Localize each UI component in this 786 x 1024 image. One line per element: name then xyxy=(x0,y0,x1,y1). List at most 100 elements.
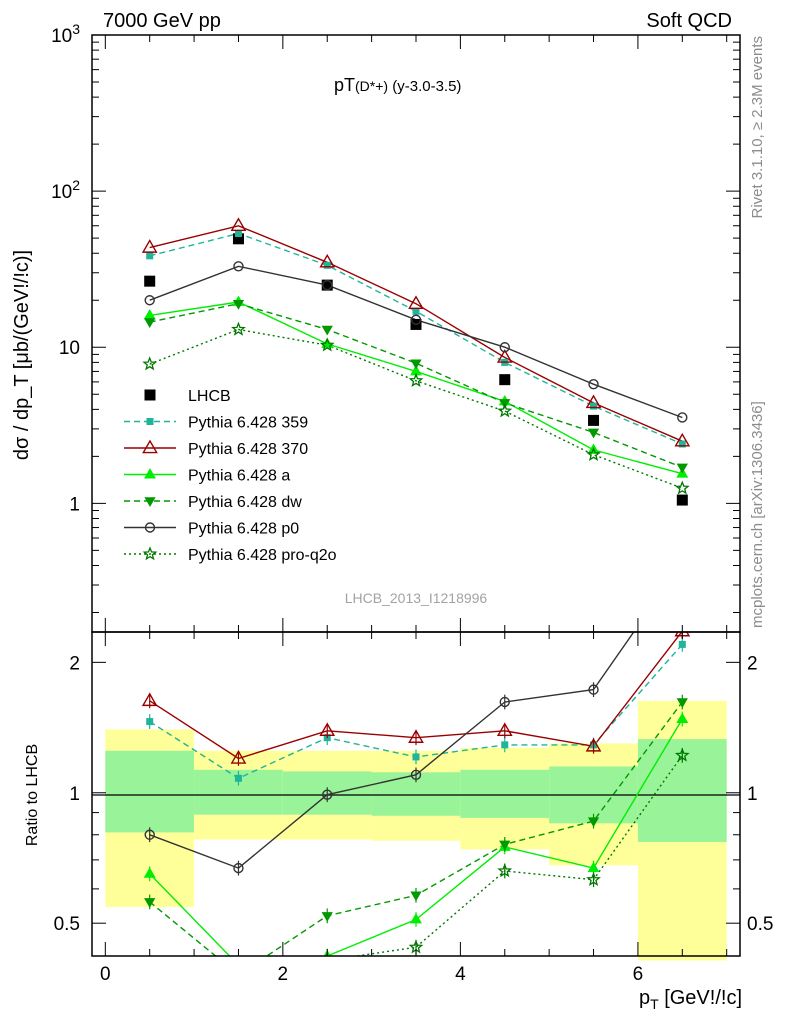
ratio-point-pythia-6-428-359-0 xyxy=(146,718,154,726)
point-pythia-6-428-p0-1 xyxy=(233,261,244,272)
ratio-point-pythia-6-428-359-3 xyxy=(412,753,420,761)
x-tick-label: 0 xyxy=(100,964,111,985)
point-lhcb-6 xyxy=(676,494,688,506)
legend-marker-pythia-6-428-370 xyxy=(142,439,158,454)
point-pythia-6-428-dw-3 xyxy=(410,359,422,370)
point-pythia-6-428-p0-5 xyxy=(588,378,599,390)
legend-marker-pythia-6-428-a xyxy=(144,468,156,479)
ratio-point-pythia-6-428-dw-5 xyxy=(587,817,600,828)
xlabel-p: p xyxy=(639,987,650,1009)
legend-marker-pythia-6-428-pro-q2o xyxy=(142,546,158,561)
ratio-point-pythia-6-428-dw-3 xyxy=(410,891,422,902)
ratio-point-pythia-6-428-dw-4 xyxy=(499,840,511,851)
legend-label-pythia-6-428-370: Pythia 6.428 370 xyxy=(188,441,308,458)
legend-marker-pythia-6-428-p0 xyxy=(144,522,156,533)
ratio-point-pythia-6-428-p0-3 xyxy=(410,769,422,781)
point-pythia-6-428-dw-0 xyxy=(144,318,156,329)
ratio-point-pythia-6-428-p0-2 xyxy=(322,789,333,800)
point-pythia-6-428-p0-3 xyxy=(410,314,422,325)
point-lhcb-4 xyxy=(499,374,511,386)
ratio-panel: 0.5 0.5 1 1 2 2 0 2 4 6 Ratio to LHCB pT [GeV!/!c… xyxy=(24,631,773,1024)
point-pythia-6-428-370-3 xyxy=(408,295,424,309)
ratio-point-pythia-6-428-359-4 xyxy=(501,741,509,749)
point-pythia-6-428-370-0 xyxy=(141,239,158,253)
xlabel-rest: [GeV!/!c] xyxy=(659,987,742,1009)
legend-marker-pythia-6-428-dw xyxy=(144,497,156,508)
ratio-point-pythia-6-428-a-3 xyxy=(410,913,422,924)
y-tick-label: 10 xyxy=(59,338,80,359)
ratio-point-pythia-6-428-pro-q2o-5 xyxy=(586,871,601,886)
point-pythia-6-428-359-3 xyxy=(412,307,420,315)
point-lhcb-0 xyxy=(144,275,156,287)
ratio-point-pythia-6-428-a-1 xyxy=(234,960,244,968)
legend-label-pythia-6-428-p0: Pythia 6.428 p0 xyxy=(188,521,299,538)
legend-label-pythia-6-428-pro-q2o: Pythia 6.428 pro-q2o xyxy=(188,547,337,564)
ratio-series-markers xyxy=(141,632,691,1024)
point-pythia-6-428-pro-q2o-1 xyxy=(231,321,246,336)
point-pythia-6-428-359-1 xyxy=(234,230,242,238)
legend-label-pythia-6-428-359: Pythia 6.428 359 xyxy=(188,415,308,432)
ratio-point-pythia-6-428-370-2 xyxy=(319,722,336,737)
point-pythia-6-428-370-1 xyxy=(230,217,247,232)
point-pythia-6-428-370-6 xyxy=(674,432,691,447)
point-pythia-6-428-359-2 xyxy=(323,261,331,269)
ratio-point-pythia-6-428-370-1 xyxy=(230,750,247,764)
point-pythia-6-428-pro-q2o-4 xyxy=(497,403,513,418)
ratio-point-pythia-6-428-dw-6 xyxy=(676,698,688,708)
ratio-point-pythia-6-428-dw-0 xyxy=(144,898,156,908)
watermark: LHCB_2013_I1218996 xyxy=(345,590,488,606)
legend-label-lhcb: LHCB xyxy=(188,388,231,405)
band-inner-4 xyxy=(460,769,550,818)
rivet-version-label: Rivet 3.1.10, ≥ 2.3M events xyxy=(749,36,766,219)
ratio-point-pythia-6-428-pro-q2o-6 xyxy=(674,747,690,762)
series-line-pythia-6-428-pro-q2o xyxy=(149,328,683,489)
point-pythia-6-428-359-6 xyxy=(678,440,686,448)
point-pythia-6-428-dw-1 xyxy=(232,299,245,310)
ratio-point-pythia-6-428-dw-2 xyxy=(321,912,333,922)
ratio-axis-ticks: 0.5 0.5 1 1 2 2 0 2 4 6 xyxy=(54,632,773,985)
point-pythia-6-428-359-5 xyxy=(590,402,598,410)
point-pythia-6-428-pro-q2o-2 xyxy=(319,337,335,352)
x-tick-label: 6 xyxy=(633,964,644,985)
ratio-point-pythia-6-428-359-1 xyxy=(234,774,242,782)
legend-marker-lhcb xyxy=(144,389,156,401)
ratio-point-pythia-6-428-p0-5 xyxy=(588,684,599,695)
point-lhcb-2 xyxy=(321,279,333,291)
ratio-y-tick-label-right: 1 xyxy=(747,784,758,805)
ratio-point-pythia-6-428-370-3 xyxy=(408,729,424,743)
tick-exponent: 3 xyxy=(72,21,80,37)
point-pythia-6-428-370-4 xyxy=(496,349,513,363)
ratio-point-pythia-6-428-370-5 xyxy=(585,737,602,752)
point-pythia-6-428-pro-q2o-0 xyxy=(142,356,158,371)
point-pythia-6-428-p0-6 xyxy=(677,412,688,423)
ratio-point-pythia-6-428-pro-q2o-4 xyxy=(497,863,513,878)
point-pythia-6-428-dw-6 xyxy=(676,463,688,474)
main-y-axis-label: dσ / dp_T [μb/(GeV!/!c)] xyxy=(11,250,33,460)
ratio-point-pythia-6-428-pro-q2o-0 xyxy=(144,1020,155,1024)
tick-base: 10 xyxy=(51,26,72,47)
main-chart-title: pT(D*+) (y-3.0-3.5) xyxy=(334,75,461,95)
mcplots-reference-label: mcplots.cern.ch [arXiv:1306.3436] xyxy=(749,401,766,628)
main-series-markers xyxy=(141,217,691,506)
tick-base: 10 xyxy=(51,182,72,203)
ratio-point-pythia-6-428-370-4 xyxy=(496,722,513,737)
header-right: Soft QCD xyxy=(646,10,732,32)
ratio-y-tick-label-left: 0.5 xyxy=(54,914,80,935)
y-tick-label: 102 xyxy=(51,177,80,203)
ratio-y-axis-label: Ratio to LHCB xyxy=(24,744,41,846)
ratio-point-pythia-6-428-p0-1 xyxy=(233,862,244,874)
y-tick-label: 1 xyxy=(69,494,80,515)
point-pythia-6-428-359-0 xyxy=(146,252,154,260)
tick-exponent: 2 xyxy=(72,177,80,193)
ratio-point-pythia-6-428-370-0 xyxy=(141,692,158,707)
main-frame xyxy=(91,34,741,633)
title-suffix: (y-3.0-3.5) xyxy=(388,78,461,95)
y-tick-label: 103 xyxy=(51,21,80,47)
ratio-y-tick-label-right: 2 xyxy=(747,653,758,674)
point-pythia-6-428-p0-0 xyxy=(144,295,155,306)
point-lhcb-1 xyxy=(232,233,244,245)
ratio-y-tick-label-right: 0.5 xyxy=(747,914,773,935)
